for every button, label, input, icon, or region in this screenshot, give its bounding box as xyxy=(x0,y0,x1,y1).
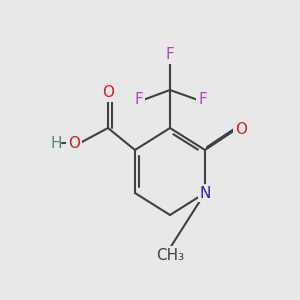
Text: O: O xyxy=(68,136,80,151)
Text: O: O xyxy=(235,122,247,137)
Text: F: F xyxy=(198,92,207,107)
Text: CH₃: CH₃ xyxy=(156,248,184,263)
Text: F: F xyxy=(166,47,174,62)
Text: O: O xyxy=(102,85,114,100)
Text: H: H xyxy=(50,136,62,151)
Text: N: N xyxy=(199,185,211,200)
Text: F: F xyxy=(134,92,143,107)
